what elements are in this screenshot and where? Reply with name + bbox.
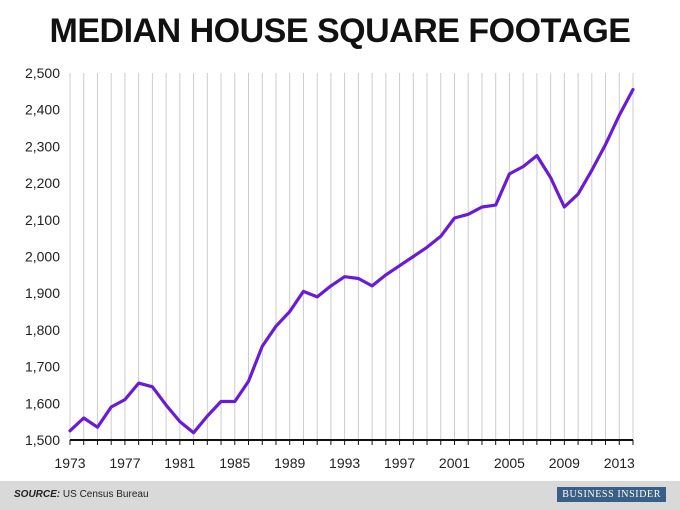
source-note: SOURCE: US Census Bureau (14, 489, 149, 500)
x-axis (69, 439, 634, 445)
x-tick-label: 2001 (439, 455, 470, 471)
y-tick-label: 2,000 (25, 249, 60, 265)
y-tick-label: 1,900 (25, 285, 60, 301)
x-tick-label: 2009 (549, 455, 580, 471)
y-tick-label: 2,100 (25, 212, 60, 228)
footer-bar: SOURCE: US Census Bureau BUSINESS INSIDE… (0, 481, 680, 510)
y-tick-label: 2,200 (25, 175, 60, 191)
y-tick-label: 1,500 (25, 432, 60, 448)
source-text: US Census Bureau (60, 489, 149, 500)
source-label: SOURCE: (14, 489, 61, 500)
x-tick-label: 1977 (109, 455, 140, 471)
y-tick-label: 2,500 (25, 65, 60, 81)
x-tick-label: 2005 (494, 455, 525, 471)
y-tick-label: 1,600 (25, 395, 60, 411)
x-tick-label: 1997 (384, 455, 415, 471)
x-tick-label: 1989 (274, 455, 305, 471)
chart-title: MEDIAN HOUSE SQUARE FOOTAGE (49, 12, 631, 50)
y-tick-label: 1,700 (25, 359, 60, 375)
y-tick-label: 2,400 (25, 102, 60, 118)
x-tick-label: 1985 (219, 455, 250, 471)
y-tick-label: 1,800 (25, 322, 60, 338)
series-layer (68, 87, 635, 435)
series-line (68, 87, 635, 435)
x-tick-label: 1981 (164, 455, 195, 471)
x-tick-label: 1993 (329, 455, 360, 471)
x-axis-tick-labels: 1973 1977 1981 1985 1989 1993 1997 2001 2005 2009… (54, 455, 635, 471)
y-tick-label: 2,300 (25, 138, 60, 154)
x-tick-label: 1973 (54, 455, 85, 471)
y-axis-tick-labels: 1,500 1,600 1,700 1,800 1,900 2,000 2,100 2,200… (25, 65, 60, 448)
x-tick-label: 2013 (604, 455, 635, 471)
business-insider-logo: BUSINESS INSIDER (557, 487, 666, 502)
grid-lines (69, 73, 634, 440)
